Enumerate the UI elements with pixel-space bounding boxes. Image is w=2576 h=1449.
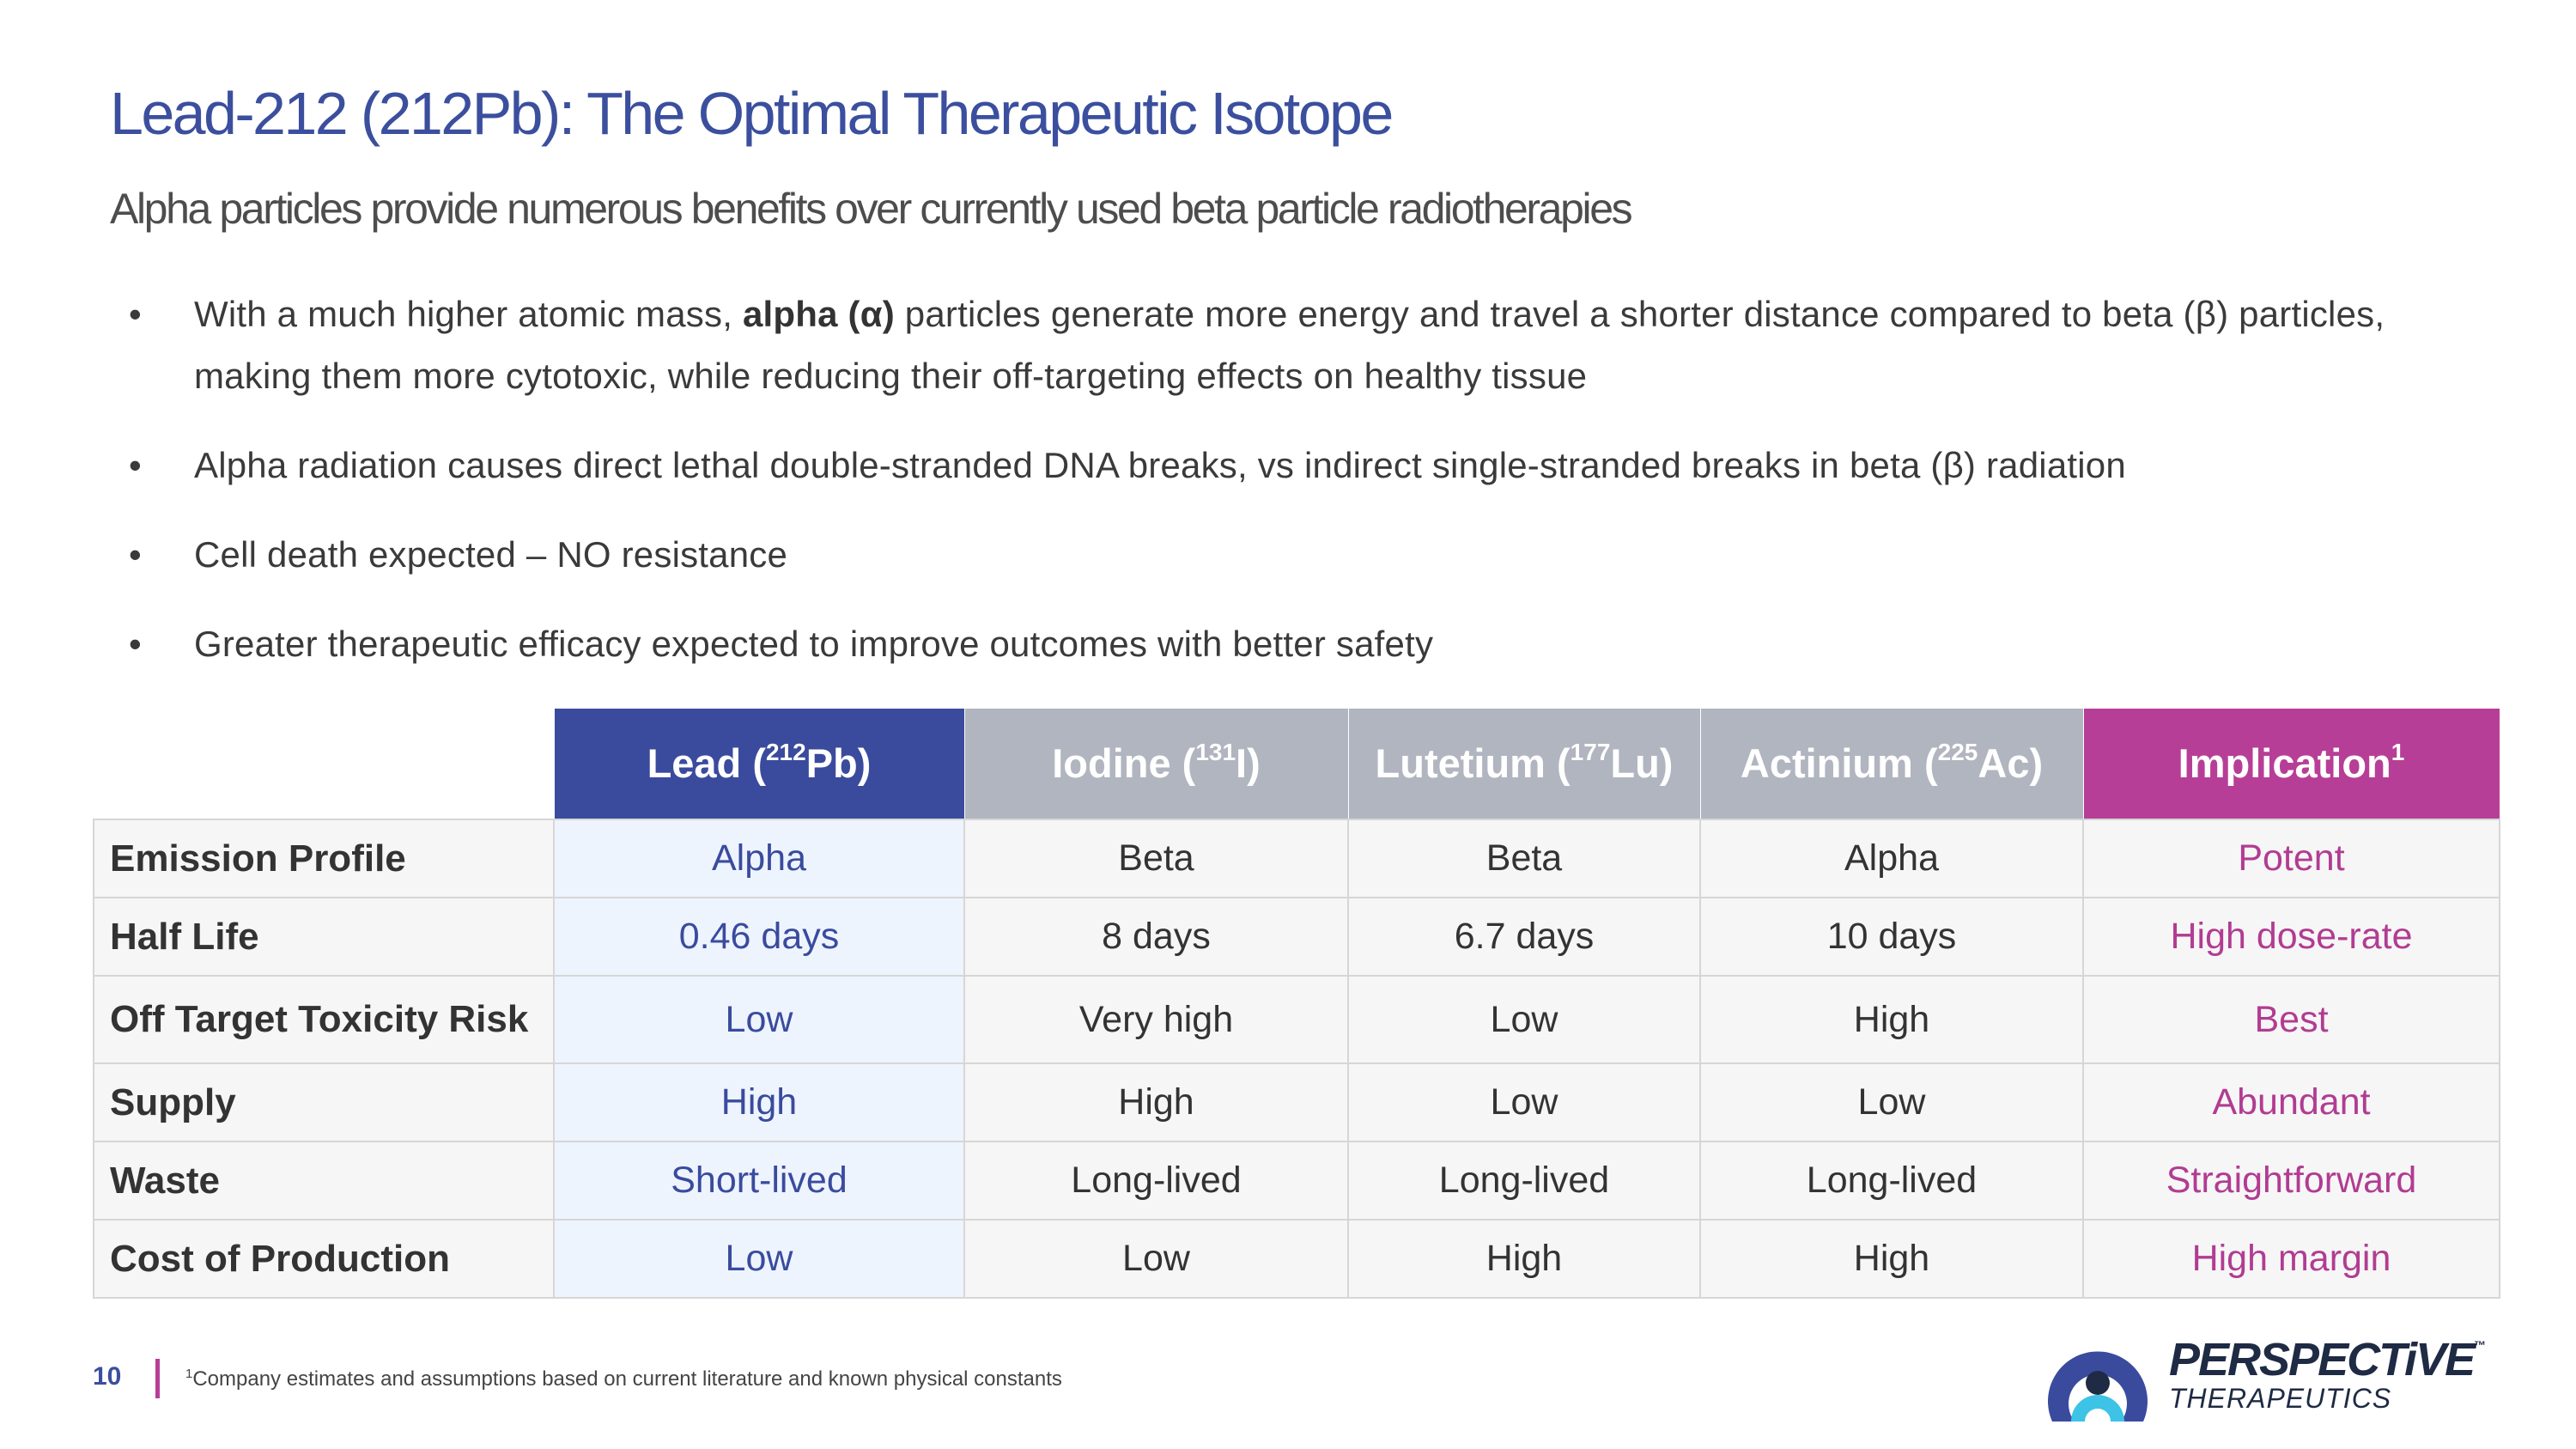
header-lutetium: Lutetium (177Lu)	[1347, 708, 1701, 820]
cell-implication: Abundant	[2082, 1062, 2500, 1142]
cell-lead: High	[553, 1062, 965, 1142]
cell-implication: Potent	[2082, 819, 2500, 898]
isotope-comparison-table: Lead (212Pb) Iodine (131I) Lutetium (177…	[93, 708, 2500, 1299]
cell-actinium: High	[1699, 1219, 2084, 1299]
table-row: Supply High High Low Low Abundant	[93, 1062, 2500, 1142]
table-header-row: Lead (212Pb) Iodine (131I) Lutetium (177…	[94, 708, 2500, 820]
bullet-item: Cell death expected – NO resistance	[129, 524, 2447, 586]
table-row: Cost of Production Low Low High High Hig…	[93, 1219, 2500, 1299]
footnote: 1Company estimates and assumptions based…	[185, 1367, 1062, 1391]
cell-actinium: Long-lived	[1699, 1141, 2084, 1221]
cell-actinium: Alpha	[1699, 819, 2084, 898]
cell-lutetium: Beta	[1347, 819, 1701, 898]
cell-actinium: Low	[1699, 1062, 2084, 1142]
logo-wordmark: PERSPECTiVE™	[2169, 1334, 2486, 1385]
cell-lutetium: Low	[1347, 975, 1701, 1064]
table-row: Waste Short-lived Long-lived Long-lived …	[93, 1141, 2500, 1221]
row-label: Half Life	[93, 897, 555, 977]
bullet-text-suffix: particles generate more energy and trave…	[194, 294, 2385, 396]
table-row: Half Life 0.46 days 8 days 6.7 days 10 d…	[93, 897, 2500, 977]
header-actinium: Actinium (225Ac)	[1699, 708, 2084, 820]
footnote-text: Company estimates and assumptions based …	[192, 1367, 1062, 1391]
bullet-list: With a much higher atomic mass, alpha (α…	[129, 283, 2447, 703]
header-implication: Implication1	[2082, 708, 2500, 820]
cell-iodine: High	[963, 1062, 1349, 1142]
cell-implication: High dose-rate	[2082, 897, 2500, 977]
cell-implication: Best	[2082, 975, 2500, 1064]
cell-lead: Alpha	[553, 819, 965, 898]
cell-lutetium: Low	[1347, 1062, 1701, 1142]
slide-subtitle: Alpha particles provide numerous benefit…	[110, 185, 1633, 233]
cell-implication: High margin	[2082, 1219, 2500, 1299]
cell-actinium: 10 days	[1699, 897, 2084, 977]
cell-actinium: High	[1699, 975, 2084, 1064]
footer-divider	[155, 1359, 160, 1398]
cell-lutetium: High	[1347, 1219, 1701, 1299]
cell-lead: Short-lived	[553, 1141, 965, 1221]
bullet-item: Greater therapeutic efficacy expected to…	[129, 613, 2447, 675]
logo-tagline: THERAPEUTICS	[2169, 1383, 2392, 1414]
cell-lead: 0.46 days	[553, 897, 965, 977]
table-row: Emission Profile Alpha Beta Beta Alpha P…	[93, 819, 2500, 898]
cell-iodine: Beta	[963, 819, 1349, 898]
cell-iodine: 8 days	[963, 897, 1349, 977]
cell-implication: Straightforward	[2082, 1141, 2500, 1221]
header-lead: Lead (212Pb)	[553, 708, 965, 820]
row-label: Off Target Toxicity Risk	[93, 975, 555, 1064]
bullet-text-bold: alpha (α)	[742, 294, 895, 334]
table-row: Off Target Toxicity Risk Low Very high L…	[93, 975, 2500, 1064]
row-label: Waste	[93, 1141, 555, 1221]
cell-iodine: Low	[963, 1219, 1349, 1299]
company-logo-icon	[2048, 1351, 2148, 1422]
footnote-mark: 1	[185, 1367, 193, 1381]
bullet-item: With a much higher atomic mass, alpha (α…	[129, 283, 2447, 407]
cell-iodine: Very high	[963, 975, 1349, 1064]
row-label: Cost of Production	[93, 1219, 555, 1299]
cell-lead: Low	[553, 975, 965, 1064]
cell-lead: Low	[553, 1219, 965, 1299]
row-label: Supply	[93, 1062, 555, 1142]
page-number: 10	[93, 1362, 122, 1391]
row-label: Emission Profile	[93, 819, 555, 898]
header-iodine: Iodine (131I)	[963, 708, 1349, 820]
cell-iodine: Long-lived	[963, 1141, 1349, 1221]
cell-lutetium: Long-lived	[1347, 1141, 1701, 1221]
bullet-text-prefix: With a much higher atomic mass,	[194, 294, 743, 334]
slide-title: Lead-212 (212Pb): The Optimal Therapeuti…	[110, 80, 1394, 147]
cell-lutetium: 6.7 days	[1347, 897, 1701, 977]
bullet-item: Alpha radiation causes direct lethal dou…	[129, 435, 2447, 496]
header-blank-cell	[94, 708, 554, 819]
